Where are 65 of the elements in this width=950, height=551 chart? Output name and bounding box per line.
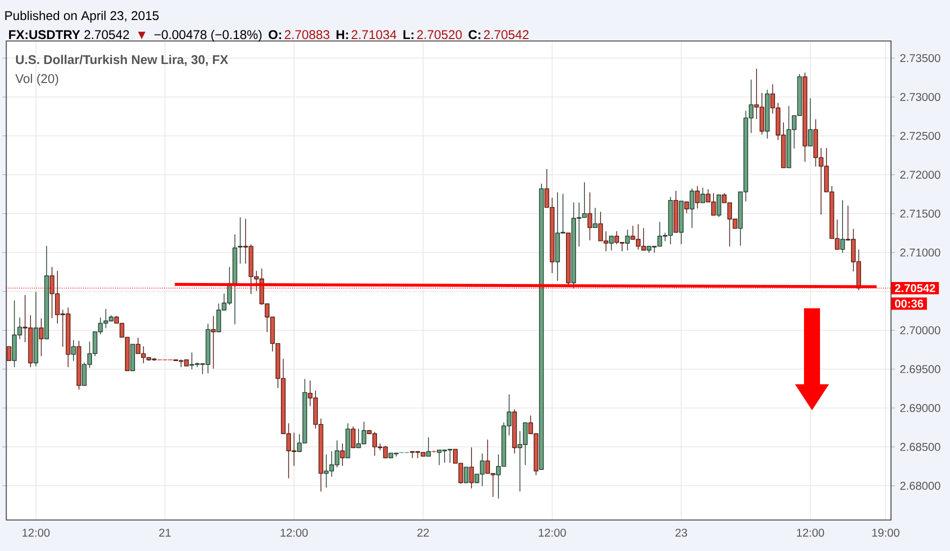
candlestick [345, 423, 350, 458]
x-tick-label: 12:00 [797, 528, 824, 537]
y-tick-label: 2.70000 [900, 326, 940, 334]
candlestick [211, 316, 216, 369]
y-tick-label: 2.71500 [900, 210, 940, 218]
text: 2.71034 [352, 30, 396, 40]
candlestick [808, 98, 813, 146]
y-tick-label: 2.73000 [900, 92, 940, 101]
text: L: [404, 30, 414, 39]
annotation: Vol (20) [15, 74, 58, 86]
candlestick [34, 292, 38, 366]
candlestick [625, 230, 630, 251]
text: 2.70542 [484, 30, 529, 40]
y-tick-label: 2.72000 [900, 170, 940, 179]
candlestick [71, 340, 76, 361]
candlestick [44, 246, 49, 340]
y-tick-label: 2.69000 [900, 404, 940, 412]
text: H: [336, 30, 348, 39]
text: C: [468, 30, 480, 40]
candlestick [464, 466, 468, 484]
candlestick [566, 232, 571, 286]
text: 2.70520 [417, 30, 462, 40]
y-tick-label: 2.69500 [900, 365, 940, 374]
x-tick-label: 22 [417, 528, 429, 537]
text: 2.70883 [284, 30, 330, 40]
candlestick [716, 194, 722, 218]
annotation: −0.00478 (−0.18%) [154, 30, 262, 42]
candlestick [432, 450, 436, 453]
text: U.S. Dollar/Turkish New Lira, 30, FX [16, 54, 228, 66]
candlestick [840, 200, 845, 253]
text: FX:USDTRY 2.70542 [9, 30, 129, 40]
candlestick [76, 340, 82, 390]
candlestick [674, 190, 678, 233]
text: 00:36 [895, 300, 924, 308]
candlestick [684, 202, 689, 214]
candlestick [469, 447, 474, 489]
candlestick [700, 188, 706, 204]
candlestick [764, 90, 770, 139]
candlestick [609, 236, 614, 251]
candlestick [232, 234, 238, 324]
y-tick-label: 2.68000 [900, 482, 940, 490]
candlestick [695, 186, 700, 209]
candlestick [512, 409, 517, 454]
x-tick-label: 23 [676, 528, 688, 537]
candlestick [340, 443, 345, 466]
x-tick-label: 12:00 [280, 528, 308, 537]
candlestick [426, 437, 431, 457]
x-tick-label: 12:00 [538, 528, 566, 537]
ref-line-label: 2.70542 [894, 284, 936, 292]
candlestick [690, 188, 694, 228]
y-tick-label: 2.71000 [900, 248, 940, 257]
text: ▼ [138, 32, 146, 40]
x-tick-label: 19:00 [872, 528, 900, 537]
y-tick-label: 2.73500 [900, 54, 940, 62]
y-tick-label: 2.68500 [900, 442, 940, 451]
candlestick [539, 184, 544, 470]
candlestick [130, 344, 136, 372]
text: Published on April 23, 2015 [5, 10, 159, 23]
candlestick [350, 426, 356, 448]
y-tick-label: 2.72500 [900, 132, 940, 140]
text: O: [268, 30, 282, 40]
x-tick-label: 12:00 [22, 528, 50, 537]
candlestick [678, 200, 684, 244]
x-tick-label: 21 [159, 528, 171, 537]
candlestick [802, 72, 808, 162]
